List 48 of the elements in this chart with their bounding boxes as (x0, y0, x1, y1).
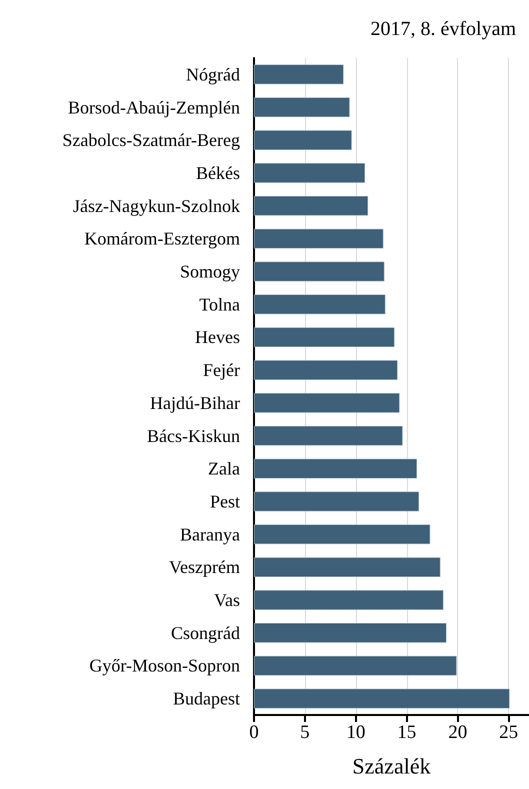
bar (254, 196, 368, 216)
bar (254, 590, 444, 610)
y-tick-label: Békés (196, 162, 240, 183)
y-tick-label: Tolna (199, 294, 240, 314)
bar (254, 623, 446, 643)
x-tick-label: 10 (346, 722, 366, 743)
bar (254, 393, 400, 413)
chart-title: 2017, 8. évfolyam (370, 18, 516, 40)
x-tick-label: 5 (300, 722, 310, 743)
x-tick-label: 0 (249, 722, 259, 743)
y-tick-label: Zala (208, 458, 240, 479)
y-tick-label: Veszprém (169, 557, 240, 578)
x-tick-label: 25 (499, 722, 518, 743)
x-tick-label: 20 (448, 722, 468, 743)
y-tick-label: Borsod-Abaúj-Zemplén (68, 97, 240, 118)
bar (254, 688, 510, 708)
bar (254, 97, 350, 118)
y-tick-label: Budapest (173, 688, 240, 709)
bar (254, 327, 395, 348)
bar (254, 228, 384, 249)
y-tick-label: Baranya (180, 524, 240, 544)
y-tick-label: Heves (195, 327, 240, 348)
bar (254, 524, 430, 544)
y-tick-label: Somogy (180, 262, 240, 282)
bar (254, 458, 417, 478)
bar (254, 557, 440, 578)
bar (254, 426, 403, 446)
bar (254, 360, 398, 380)
y-tick-label: Komárom-Esztergom (84, 228, 240, 249)
y-tick-label: Vas (214, 590, 240, 610)
bar (254, 130, 352, 150)
y-tick-label: Csongrád (171, 622, 240, 643)
y-tick-label: Jász-Nagykun-Szolnok (73, 196, 240, 216)
y-tick-label: Győr-Moson-Sopron (89, 656, 240, 676)
y-tick-label: Hajdú-Bihar (150, 392, 240, 413)
bar (254, 492, 419, 512)
y-tick-label: Bács-Kiskun (147, 426, 240, 446)
y-tick-label: Szabolcs-Szatmár-Bereg (62, 130, 240, 150)
bar (254, 262, 384, 282)
bar (254, 64, 344, 84)
y-tick-label: Nógrád (186, 64, 240, 84)
bar (254, 163, 366, 183)
bar (254, 294, 386, 314)
y-tick-label: Pest (210, 491, 240, 512)
x-axis-title: Százalék (352, 754, 431, 778)
y-tick-label: Fejér (203, 360, 240, 380)
bar (254, 656, 457, 676)
x-tick-label: 15 (397, 722, 416, 743)
